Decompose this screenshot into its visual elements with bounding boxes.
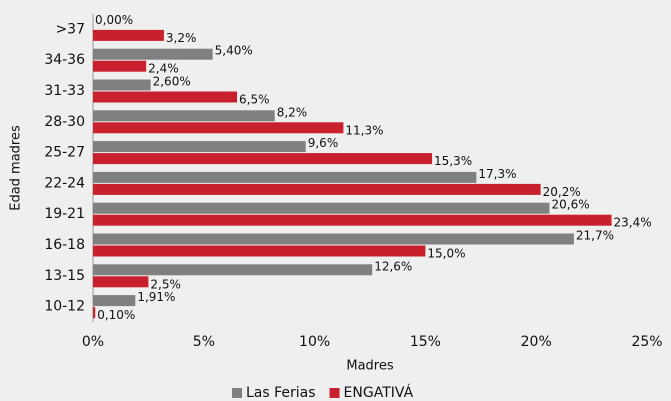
y-tick-label: 25-27 <box>44 145 85 161</box>
bar <box>93 264 373 276</box>
value-label: 21,7% <box>576 229 614 243</box>
x-tick-label: 25% <box>631 334 662 350</box>
y-tick-label: 31-33 <box>44 83 85 99</box>
bar <box>93 29 164 41</box>
x-tick-label: 0% <box>82 334 104 350</box>
bar <box>93 183 541 195</box>
value-label: 11,3% <box>345 123 383 137</box>
bar <box>93 245 426 257</box>
value-label: 2,4% <box>148 62 179 76</box>
bar <box>93 48 213 60</box>
legend-label: ENGATIVÁ <box>344 384 414 401</box>
bar <box>93 141 306 153</box>
bar <box>93 122 344 134</box>
legend-swatch <box>232 388 242 398</box>
bar <box>93 91 238 103</box>
value-label: 8,2% <box>277 105 308 119</box>
bar <box>93 110 275 122</box>
y-tick-label: 28-30 <box>44 114 85 130</box>
x-tick-label: 10% <box>299 334 330 350</box>
value-label: 15,3% <box>434 154 472 168</box>
y-tick-label: >37 <box>55 21 85 37</box>
value-label: 15,0% <box>427 247 465 261</box>
value-label: 9,6% <box>308 136 339 150</box>
value-label: 0,10% <box>97 308 135 322</box>
bar <box>93 171 477 183</box>
value-label: 3,2% <box>166 31 197 45</box>
x-tick-label: 20% <box>521 334 552 350</box>
y-tick-label: 10-12 <box>44 299 85 315</box>
y-tick-label: 34-36 <box>44 52 85 68</box>
x-axis-label: Madres <box>346 359 393 374</box>
legend-swatch <box>329 388 340 398</box>
bar <box>93 153 433 165</box>
value-label: 20,6% <box>551 198 589 212</box>
y-tick-label: 19-21 <box>44 206 85 222</box>
value-label: 5,40% <box>215 44 253 58</box>
y-tick-label: 13-15 <box>44 268 85 284</box>
bar <box>93 307 96 319</box>
x-tick-label: 5% <box>193 334 215 350</box>
y-axis-label: Edad madres <box>9 125 24 211</box>
value-label: 1,91% <box>137 290 175 304</box>
value-label: 17,3% <box>478 167 516 181</box>
bar <box>93 233 574 245</box>
value-label: 0,00% <box>95 13 133 27</box>
value-label: 12,6% <box>374 259 412 273</box>
value-label: 6,5% <box>239 93 269 107</box>
bar <box>93 295 136 307</box>
bar <box>93 79 151 91</box>
y-tick-label: 16-18 <box>44 237 85 253</box>
value-label: 23,4% <box>614 216 652 230</box>
legend-label: Las Ferias <box>246 385 316 401</box>
bar <box>93 60 147 72</box>
value-label: 2,60% <box>153 75 191 89</box>
y-tick-label: 22-24 <box>44 175 85 191</box>
bar <box>93 276 149 288</box>
bar <box>93 214 612 226</box>
value-label: 20,2% <box>543 185 581 199</box>
x-tick-label: 15% <box>410 334 441 350</box>
value-label: 2,5% <box>150 277 181 291</box>
bar <box>93 202 550 214</box>
